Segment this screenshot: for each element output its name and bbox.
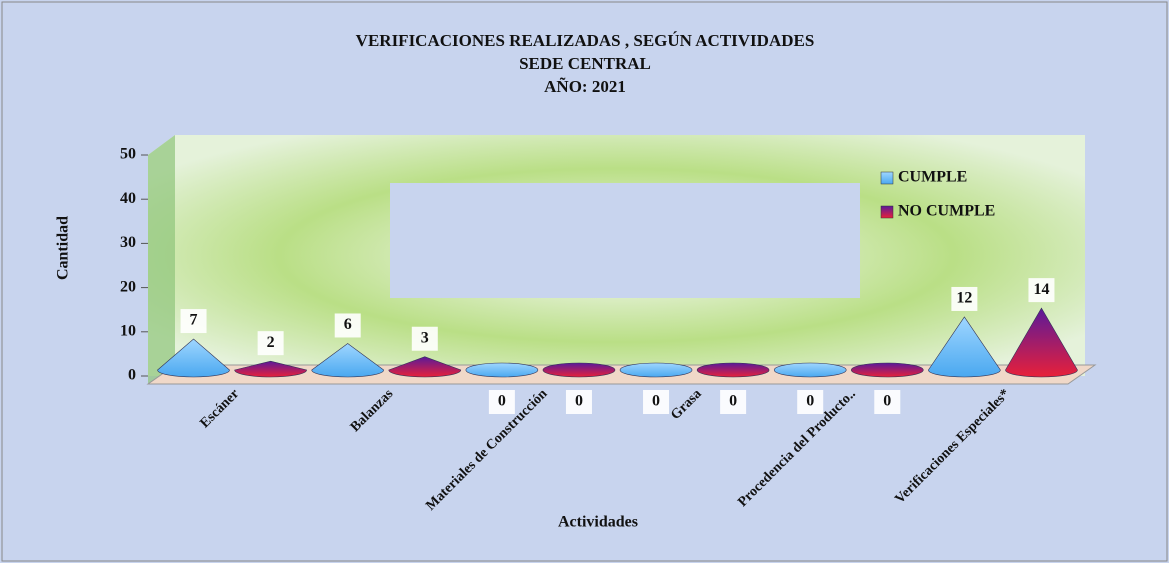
x-tick-label: Balanzas xyxy=(348,386,397,435)
legend-label: CUMPLE xyxy=(898,169,967,186)
y-tick-label: 40 xyxy=(120,190,136,207)
legend-swatch xyxy=(880,171,894,185)
value-label: 12 xyxy=(956,290,972,307)
value-label-box xyxy=(1028,278,1055,303)
cone xyxy=(696,362,770,378)
y-tick-label: 0 xyxy=(128,367,136,384)
x-tick-label: Grasa xyxy=(668,386,704,422)
value-label: 0 xyxy=(883,393,891,410)
cone xyxy=(465,362,539,378)
value-label: 6 xyxy=(344,316,352,333)
chart-period: AÑO: 2021 xyxy=(544,77,626,96)
value-label-box xyxy=(874,390,901,414)
y-axis-title: Cantidad xyxy=(55,216,72,280)
cone xyxy=(928,316,1001,378)
x-tick-label: Escáner xyxy=(197,386,242,431)
y-tick-label: 10 xyxy=(120,322,136,339)
y-tick-label: 20 xyxy=(120,278,136,295)
value-label-box xyxy=(180,309,207,334)
value-label-box xyxy=(951,286,978,311)
legend-swatch xyxy=(880,205,894,219)
value-label: 2 xyxy=(267,334,275,351)
x-tick-label: Procedencia del Producto.. xyxy=(735,386,859,510)
cone xyxy=(619,362,693,378)
cone xyxy=(850,362,924,378)
plot-side-wall xyxy=(148,135,175,384)
value-label: 0 xyxy=(729,393,737,410)
value-label: 7 xyxy=(190,312,198,329)
cone xyxy=(311,343,385,378)
chart-title: VERIFICACIONES REALIZADAS , SEGÚN ACTIVI… xyxy=(356,31,815,50)
value-label: 14 xyxy=(1033,281,1049,298)
value-label: 3 xyxy=(421,329,429,346)
value-label-box xyxy=(797,390,824,414)
value-label: 0 xyxy=(652,393,660,410)
cone xyxy=(542,362,616,378)
value-label-box xyxy=(257,331,284,356)
y-tick-label: 50 xyxy=(120,146,136,163)
x-tick-label: Materiales de Construcción xyxy=(423,386,550,513)
x-axis-title: Actividades xyxy=(558,514,638,531)
cone xyxy=(388,356,462,378)
value-label-box xyxy=(643,390,670,414)
chart-subtitle: SEDE CENTRAL xyxy=(519,54,651,73)
cone xyxy=(157,338,230,378)
value-label-box xyxy=(565,390,592,414)
value-label: 0 xyxy=(498,393,506,410)
y-tick-label: 30 xyxy=(120,234,136,251)
cone xyxy=(773,362,847,378)
value-label-box xyxy=(411,326,438,351)
value-label: 0 xyxy=(806,393,814,410)
plot-inner-panel xyxy=(390,183,860,298)
cone xyxy=(1005,307,1078,378)
x-tick-label: Verificaciones Especiales* xyxy=(893,386,1013,506)
value-label-box xyxy=(334,313,361,338)
legend-label: NO CUMPLE xyxy=(898,203,995,220)
value-label-box xyxy=(488,390,515,414)
value-label: 0 xyxy=(575,393,583,410)
cone xyxy=(234,360,307,378)
value-label-box xyxy=(720,390,747,414)
